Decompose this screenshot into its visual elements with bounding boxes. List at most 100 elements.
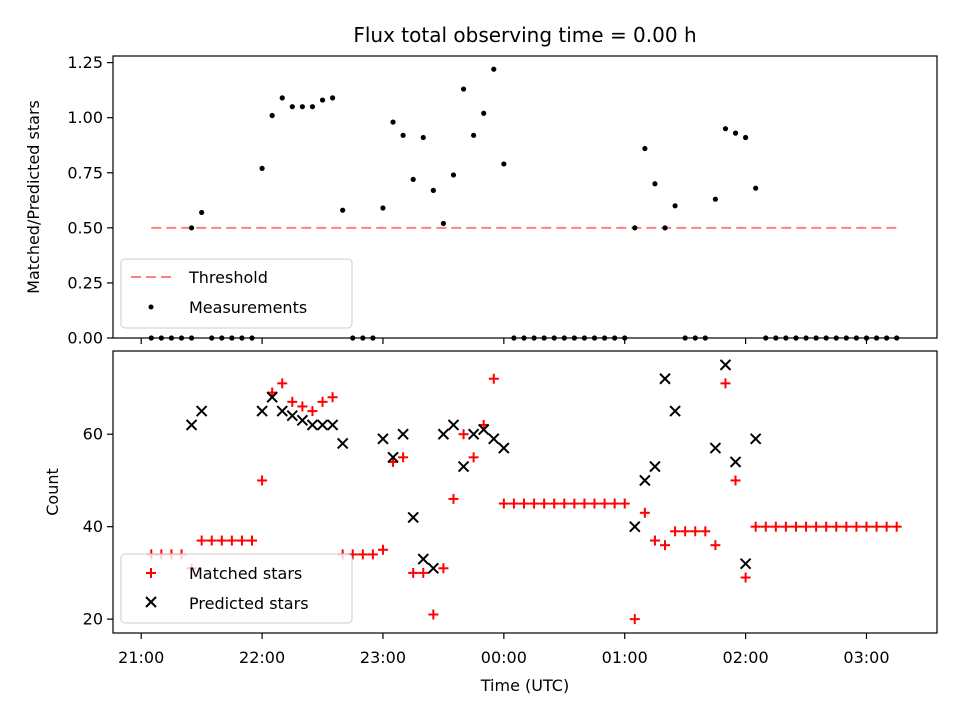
measurement-point [289, 104, 295, 110]
predicted-star-point [709, 442, 722, 454]
matched-star-point [508, 498, 519, 509]
measurement-point [168, 335, 175, 341]
matched-star-point [257, 475, 268, 486]
matched-star-point [881, 521, 892, 532]
measurement-point [178, 335, 185, 341]
predicted-star-point [316, 419, 329, 431]
measurement-point [319, 97, 326, 103]
x-tick-label: 03:00 [843, 648, 889, 667]
matched-star-point [307, 406, 318, 417]
measurement-point [209, 335, 215, 341]
matched-star-point [287, 396, 298, 407]
matched-star-point [317, 396, 328, 407]
measurement-point [188, 335, 195, 341]
top-y-ticks: 0.00 0.25 0.50 0.75 1.00 1.25 [67, 53, 113, 348]
matched-star-point [861, 521, 872, 532]
predicted-star-point [467, 428, 480, 440]
matched-star-point [599, 498, 610, 509]
matched-star-point [539, 498, 550, 509]
matched-star-point [428, 609, 439, 620]
measurement-point [400, 132, 406, 138]
measurement-point [269, 112, 275, 119]
measurement-point [884, 335, 890, 341]
x-tick-label: 02:00 [723, 648, 769, 667]
matched-star-point [841, 521, 852, 532]
predicted-star-point [639, 474, 651, 487]
matched-star-point [549, 498, 560, 509]
matched-star-point [770, 521, 781, 532]
measurement-point [299, 104, 305, 110]
matched-star-point [811, 521, 822, 532]
bottom-legend: Matched stars Predicted stars [120, 553, 353, 624]
predicted-star-point [427, 562, 440, 574]
measurement-point [632, 225, 638, 231]
predicted-star-point [457, 460, 470, 473]
predicted-star-point [417, 553, 429, 565]
measurement-point [279, 95, 285, 101]
predicted-star-point [185, 419, 198, 431]
measurement-point [672, 203, 678, 209]
predicted-star-point [669, 405, 681, 417]
measurement-point [199, 209, 205, 216]
predicted-star-point [195, 405, 208, 417]
measurement-point [642, 145, 648, 152]
matched-star-point [589, 498, 600, 509]
matched-star-point [579, 498, 590, 509]
top-y-tick-label: 0.75 [67, 163, 103, 182]
measurement-point [360, 335, 366, 341]
matched-star-point [821, 521, 832, 532]
predicted-star-point [276, 405, 288, 417]
measurement-point [541, 335, 547, 341]
bottom-plot-frame [112, 350, 938, 634]
predicted-star-point [649, 460, 661, 473]
legend-matched-swatch [146, 568, 156, 578]
measurement-point [390, 119, 396, 125]
measurement-point [813, 335, 819, 341]
matched-star-point [408, 567, 419, 578]
matched-star-point [639, 507, 650, 518]
predicted-star-point [377, 433, 389, 445]
matched-star-point [831, 521, 842, 532]
x-tick-label: 21:00 [118, 648, 164, 667]
measurement-point [783, 335, 789, 341]
matched-star-point [498, 498, 509, 509]
x-axis-label: Time (UTC) [480, 676, 569, 695]
measurement-point [148, 335, 154, 341]
matched-star-point [720, 378, 731, 389]
measurement-point [561, 335, 567, 341]
measurement-point [591, 335, 598, 341]
matched-star-point [398, 452, 409, 463]
bottom-panel: 20 40 60 21:00 22:00 23:00 00:00 01:00 02:00 03:… [43, 350, 938, 695]
predicted-star-point [437, 428, 450, 440]
matched-star-point [780, 521, 791, 532]
predicted-star-point [498, 442, 510, 454]
measurement-point [873, 335, 880, 341]
matched-star-point [760, 521, 771, 532]
matched-star-point [790, 521, 801, 532]
measurement-point [662, 225, 668, 231]
matched-star-point [277, 378, 288, 389]
predicted-star-point [447, 419, 460, 431]
measurement-point [894, 335, 900, 341]
top-y-axis-label: Matched/Predicted stars [24, 100, 43, 294]
measurement-point [682, 335, 688, 341]
measurement-point [259, 165, 265, 171]
predicted-star-point [256, 405, 268, 417]
bottom-y-axis-label: Count [43, 468, 62, 516]
measurement-point [420, 134, 426, 141]
measurement-point [460, 86, 467, 92]
matched-star-point [458, 429, 469, 440]
measurement-point [551, 335, 557, 341]
predicted-star-point [296, 414, 309, 427]
legend-measurements-swatch [148, 304, 154, 310]
matched-star-point [670, 526, 681, 537]
legend-threshold-label: Threshold [188, 268, 268, 287]
measurement-point [471, 132, 477, 138]
legend-predicted-label: Predicted stars [189, 594, 309, 613]
measurement-point [239, 335, 245, 341]
predicted-star-point [629, 520, 641, 533]
legend-predicted-swatch [145, 596, 157, 608]
predicted-star-point [749, 433, 762, 445]
predicted-star-point [336, 437, 349, 450]
